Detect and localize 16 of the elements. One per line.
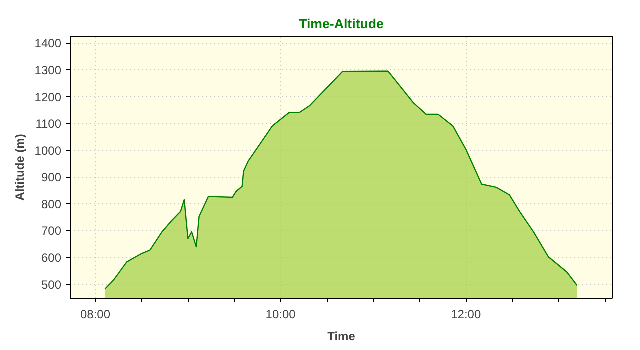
y-tick-label: 1200 — [34, 90, 62, 104]
y-tick-label: 800 — [41, 197, 62, 212]
y-tick-label: 1100 — [36, 117, 62, 132]
y-tick-label: 500 — [41, 278, 62, 292]
chart-title: Time-Altitude — [299, 16, 384, 32]
y-tick-label: 700 — [41, 224, 62, 238]
y-tick-label: 1400 — [34, 36, 62, 51]
y-tick-label: 900 — [41, 170, 62, 185]
x-axis-title: Time — [328, 330, 356, 344]
y-tick-label: 600 — [41, 251, 62, 266]
x-tick-label: 08:00 — [80, 308, 111, 322]
y-tick-label: 1000 — [34, 144, 62, 158]
y-tick-label: 1300 — [34, 63, 62, 78]
x-tick-label: 10:00 — [266, 308, 296, 322]
y-axis-title: Altitude (m) — [12, 134, 27, 201]
x-tick-label: 12:00 — [451, 308, 482, 322]
